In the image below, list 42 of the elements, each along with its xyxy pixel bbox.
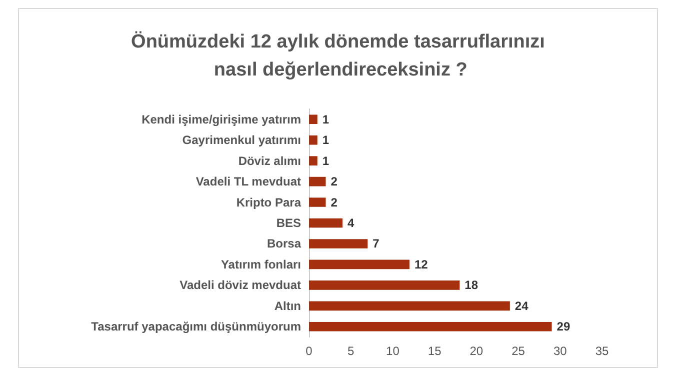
data-label: 2 [330, 195, 338, 210]
x-tick-label: 5 [348, 344, 355, 358]
bar [309, 156, 318, 166]
bar [309, 135, 318, 145]
data-label: 1 [322, 154, 330, 168]
y-tick-label: Vadeli döviz mevduat [180, 278, 301, 292]
y-tick-label: Gayrimenkul yatırımı [182, 133, 301, 148]
y-tick-label: Kendi işime/girişime yatırım [142, 112, 301, 126]
x-tick-label: 15 [428, 344, 442, 358]
x-tick-label: 0 [306, 344, 313, 358]
x-tick-label: 30 [553, 344, 568, 358]
bar [309, 239, 368, 248]
bar [309, 280, 460, 290]
data-label: 7 [372, 236, 380, 251]
data-label: 29 [556, 320, 570, 334]
data-label: 4 [347, 216, 354, 230]
y-tick-label: BES [276, 216, 301, 230]
bar [309, 322, 552, 332]
data-label: 2 [330, 174, 338, 189]
y-tick-label: Yatırım fonları [220, 257, 301, 272]
bar [309, 176, 326, 186]
x-tick-label: 25 [512, 344, 526, 358]
x-tick-label: 10 [386, 344, 400, 358]
x-tick-label: 35 [595, 344, 609, 358]
x-tick-label: 20 [470, 344, 484, 358]
bar [309, 301, 510, 311]
bar [309, 114, 318, 124]
y-tick-label: Kripto Para [236, 195, 302, 210]
y-tick-label: Döviz alımı [238, 154, 301, 168]
chart-title: Önümüzdeki 12 aylık dönemde tasarruflarınızı nasıl değerlendireceksiniz ? [131, 30, 545, 80]
y-tick-label: Tasarruf yapacağımı düşünmüyorum [91, 320, 301, 334]
y-tick-label: Vadeli TL mevduat [196, 174, 301, 189]
bar [309, 218, 342, 228]
bar [309, 260, 410, 270]
data-label: 12 [414, 257, 428, 272]
y-tick-label: Borsa [266, 236, 302, 251]
y-tick-label: Altın [274, 298, 301, 313]
data-label: 1 [322, 133, 330, 148]
bar [309, 198, 326, 207]
data-label: 24 [514, 298, 529, 313]
data-label: 18 [464, 278, 478, 292]
data-label: 1 [322, 112, 330, 126]
